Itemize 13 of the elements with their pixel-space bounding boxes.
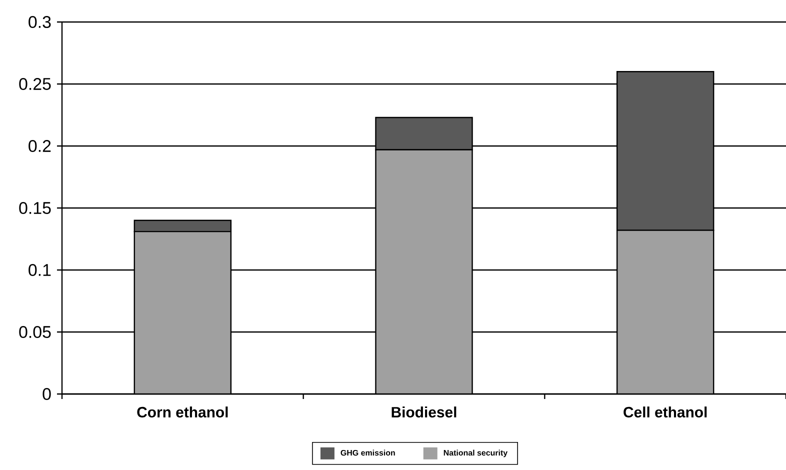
y-tick-label: 0.3 (28, 16, 51, 28)
y-tick-label: 0.05 (19, 326, 51, 338)
x-tick-label: Corn ethanol (137, 406, 228, 418)
y-tick-label: 0.1 (28, 264, 51, 276)
bar (616, 230, 714, 394)
y-tick-label: 0.2 (28, 140, 51, 152)
y-tick-label: 0.25 (19, 78, 51, 90)
y-tick-label: 0.15 (19, 202, 51, 214)
x-tick-label: Biodiesel (392, 406, 456, 418)
x-tick-label: Cell ethanol (624, 406, 707, 418)
bar (134, 230, 232, 394)
bar (375, 149, 473, 394)
y-tick-label: 0 (42, 388, 51, 400)
